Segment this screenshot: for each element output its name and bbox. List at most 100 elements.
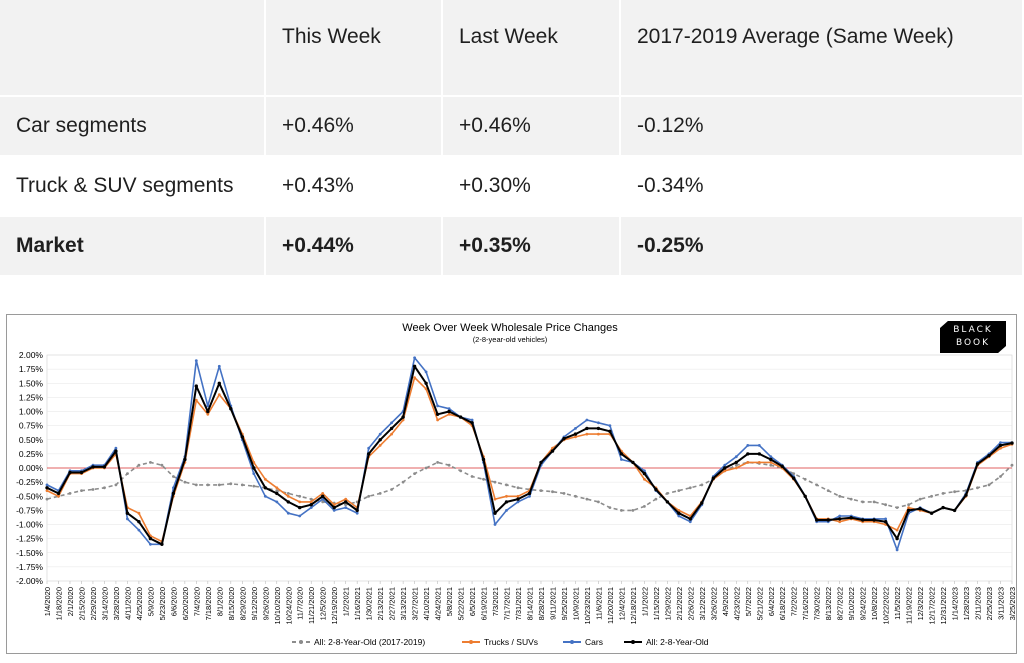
data-point-avg [114, 483, 118, 487]
data-point-trucks [217, 393, 221, 396]
data-point-cars [677, 514, 681, 518]
y-tick-label: 1.25% [19, 392, 44, 402]
chart-title: Week Over Week Wholesale Price Changes [402, 322, 618, 334]
data-point-avg [643, 505, 646, 508]
x-tick-label: 3/28/2020 [112, 587, 121, 620]
y-tick-label: 0.50% [19, 435, 44, 445]
data-point-cars [390, 421, 393, 425]
data-point-trucks [493, 497, 497, 501]
data-point-cars [252, 472, 256, 475]
data-point-cars [608, 424, 612, 427]
data-point-trucks [263, 477, 267, 481]
y-tick-label: -0.25% [16, 477, 43, 487]
x-tick-label: 8/13/2022 [824, 587, 833, 620]
data-point-all [688, 517, 692, 521]
data-point-all [975, 462, 980, 466]
y-tick-label: -0.50% [16, 491, 43, 501]
x-tick-label: 4/25/2020 [135, 587, 144, 620]
data-point-avg [286, 492, 290, 495]
legend-marker-all [631, 640, 635, 644]
data-point-avg [401, 480, 405, 484]
data-point-avg [907, 503, 910, 507]
black-book-logo: BLACK BOOK [940, 321, 1006, 353]
x-tick-label: 12/17/2022 [928, 587, 937, 625]
data-point-cars [505, 509, 508, 512]
x-tick-label: 3/14/2020 [100, 587, 109, 620]
data-point-avg [677, 489, 681, 492]
data-point-all [194, 384, 198, 388]
x-tick-label: 3/13/2021 [399, 587, 408, 620]
x-tick-label: 6/19/2021 [480, 587, 489, 620]
row-label: Truck & SUV segments [0, 156, 266, 217]
data-point-all [700, 501, 704, 505]
data-point-all [401, 415, 405, 419]
data-point-all [619, 452, 624, 456]
data-point-cars [838, 514, 842, 518]
data-point-all [746, 452, 750, 456]
data-point-avg [206, 483, 210, 487]
x-tick-label: 3/27/2021 [411, 587, 420, 620]
data-point-avg [976, 486, 979, 490]
x-tick-label: 10/8/2022 [870, 587, 879, 620]
y-tick-label: 2.00% [19, 350, 44, 360]
data-point-avg [298, 494, 302, 498]
data-point-all [952, 508, 957, 513]
x-axis-ticks: 1/4/2020 1/18/2020 2/1/2020 2/15/2020 2/29/2… [43, 581, 1017, 625]
x-tick-label: 11/21/2020 [307, 587, 316, 624]
data-point-cars [734, 455, 738, 459]
x-tick-label: 3/26/2022 [709, 587, 718, 620]
x-tick-label: 9/24/2022 [859, 587, 868, 620]
x-tick-label: 11/6/2021 [594, 587, 603, 620]
data-point-all [493, 511, 497, 515]
data-point-all [861, 518, 865, 522]
header-this-week: This Week [265, 0, 443, 97]
legend-marker-trucks [469, 640, 473, 644]
x-tick-label: 2/12/2022 [675, 587, 684, 620]
data-point-cars [344, 506, 348, 509]
x-tick-label: 7/2/2022 [790, 587, 799, 616]
data-point-cars [309, 506, 313, 509]
data-point-avg [734, 463, 738, 467]
summary-table: This Week Last Week 2017-2019 Average (S… [0, 0, 1024, 277]
data-point-avg [516, 486, 520, 490]
x-tick-label: 9/25/2021 [560, 587, 569, 620]
data-point-cars [263, 494, 267, 498]
x-tick-label: 10/22/2022 [882, 587, 891, 625]
data-point-avg [769, 463, 773, 467]
data-point-cars [643, 469, 646, 473]
x-tick-label: 4/23/2022 [732, 587, 741, 620]
data-point-all [987, 453, 991, 458]
data-point-avg [574, 494, 577, 498]
data-point-avg [666, 492, 669, 495]
x-tick-label: 11/5/2022 [893, 587, 902, 620]
x-tick-label: 1/16/2021 [353, 587, 362, 620]
x-tick-label: 8/29/2020 [238, 587, 247, 620]
data-point-trucks [45, 489, 49, 492]
data-point-cars [126, 517, 129, 521]
x-tick-label: 1/14/2023 [951, 587, 960, 620]
x-tick-label: 8/15/2020 [227, 587, 236, 620]
y-tick-label: -1.25% [16, 534, 43, 544]
data-point-cars [585, 418, 589, 422]
data-point-all [470, 421, 474, 425]
data-point-avg [91, 488, 95, 491]
x-tick-label: 10/24/2020 [284, 587, 293, 625]
x-tick-label: 12/18/2021 [629, 587, 638, 625]
data-point-avg [183, 480, 187, 484]
data-point-avg [413, 472, 416, 475]
data-point-all [803, 494, 807, 498]
data-point-cars [355, 511, 359, 515]
data-point-all [906, 508, 911, 513]
header-average: 2017-2019 Average (Same Week) [620, 0, 1024, 97]
data-point-cars [332, 509, 336, 512]
x-tick-label: 2/25/2023 [985, 587, 994, 620]
cell-this-week: +0.43% [265, 156, 443, 217]
data-point-cars [286, 511, 290, 515]
data-point-avg [252, 484, 256, 488]
legend-label-trucks: Trucks / SUVs [484, 637, 538, 647]
data-point-trucks [769, 461, 773, 464]
data-point-trucks [137, 511, 141, 515]
y-tick-label: -1.50% [16, 548, 43, 558]
data-point-trucks [597, 432, 600, 436]
logo-line2: BOOK [955, 338, 991, 348]
